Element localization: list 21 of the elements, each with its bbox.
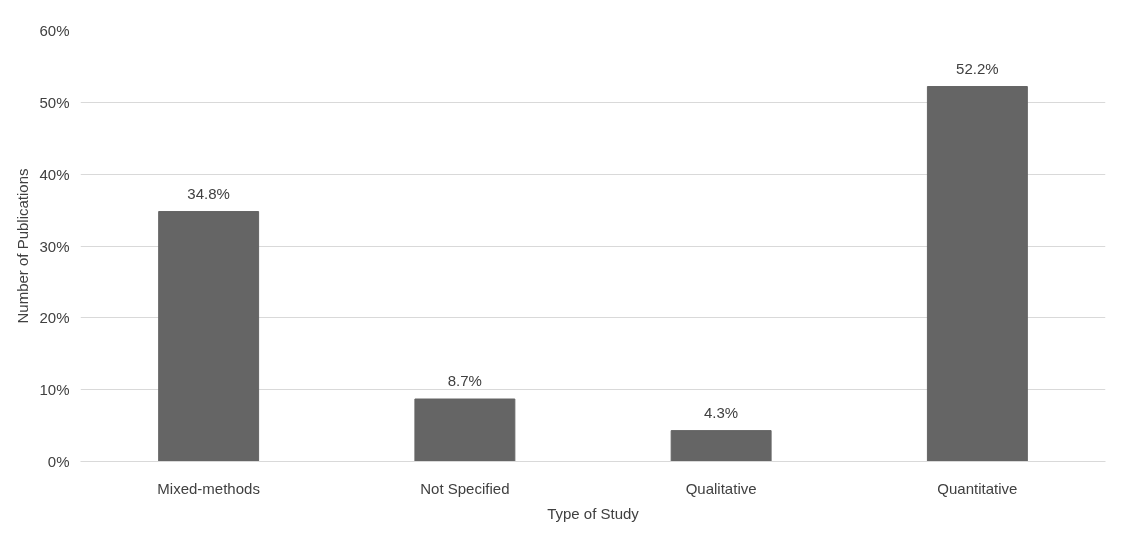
y-tick-label: 60% — [39, 22, 70, 39]
data-label: 52.2% — [956, 59, 999, 77]
bar — [926, 86, 1028, 462]
bar — [414, 398, 516, 462]
x-tick-label: Quantitative — [937, 479, 1018, 497]
y-tick-label: 20% — [39, 309, 70, 327]
y-tick-label: 50% — [39, 93, 70, 111]
y-tick-label: 10% — [39, 381, 70, 399]
y-tick-label: 0% — [47, 453, 70, 470]
y-tick-label: 40% — [39, 165, 70, 183]
x-tick-label: Qualitative — [685, 479, 757, 497]
x-axis-title: Type of Study — [547, 504, 640, 522]
x-tick-label: Not Specified — [420, 479, 510, 497]
y-tick-label: 30% — [39, 237, 70, 255]
data-label: 8.7% — [447, 372, 482, 390]
data-label: 34.8% — [187, 184, 230, 202]
data-label: 4.3% — [704, 403, 739, 421]
y-axis-title: Number of Publications — [14, 168, 32, 324]
bar — [670, 430, 772, 462]
bar — [158, 211, 260, 462]
x-tick-label: Mixed-methods — [157, 479, 260, 497]
